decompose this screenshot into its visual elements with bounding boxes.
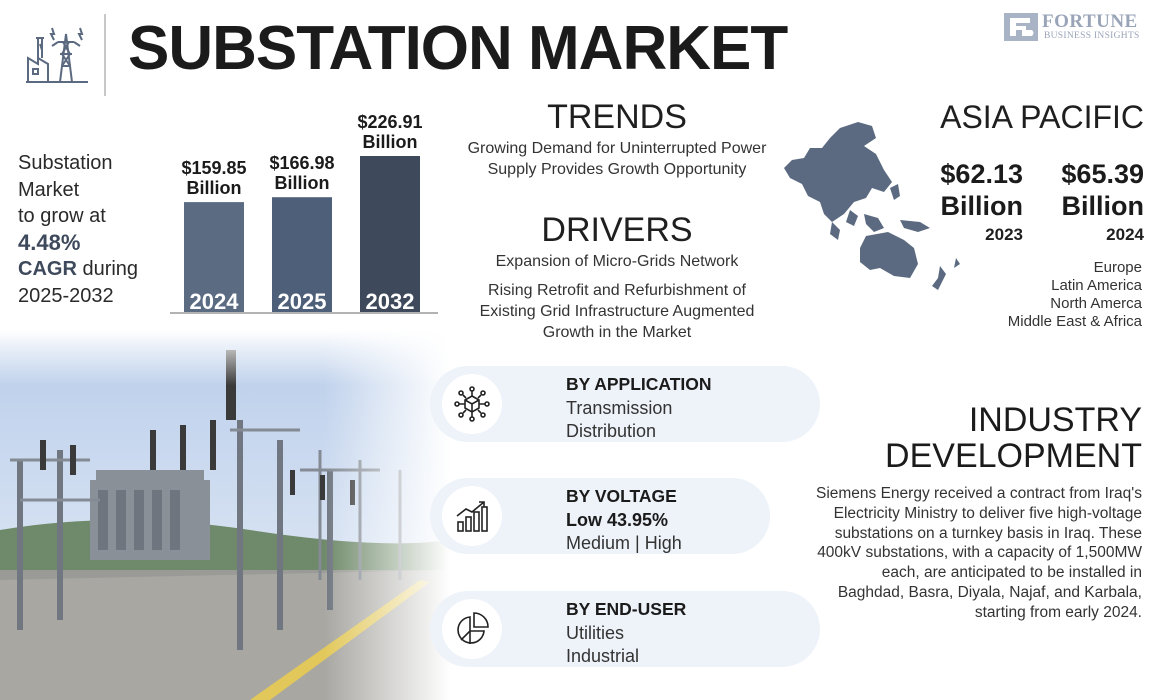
segment-item: Medium | High xyxy=(566,533,682,553)
growth-period: 2025-2032 xyxy=(18,284,114,307)
logo-brand: FORTUNE xyxy=(1042,11,1138,32)
bar-2025 xyxy=(272,197,332,312)
segment-application-card: BY APPLICATION Transmission Distribution xyxy=(430,366,820,442)
segment-title: BY VOLTAGE xyxy=(566,486,677,506)
stat-value: $62.13 xyxy=(940,159,1023,189)
driver-item: Expansion of Micro-Grids Network xyxy=(495,253,739,270)
market-size-bar-chart: 2024$159.85Billion2025$166.98Billion2032… xyxy=(170,112,438,314)
growth-line: to grow at xyxy=(18,205,106,227)
industry-title-line: INDUSTRY xyxy=(968,401,1142,439)
bar-category-label: 2032 xyxy=(366,289,415,314)
bar-category-label: 2025 xyxy=(278,289,327,314)
segment-item: Transmission xyxy=(566,398,673,418)
trends-text: Growing Demand for Uninterrupted Power S… xyxy=(467,140,767,178)
growth-during: during xyxy=(82,258,139,280)
segment-icon-circle xyxy=(442,374,502,434)
page-title: SUBSTATION MARKET xyxy=(128,14,788,83)
bar-value-label: $159.85 xyxy=(181,158,246,178)
bar-value-label: Billion xyxy=(187,178,242,198)
stat-value: $65.39 xyxy=(1061,159,1144,189)
industry-development-text: Siemens Energy received a contract from … xyxy=(815,485,1142,621)
header-divider xyxy=(104,14,106,96)
region-item: Middle East & Africa xyxy=(1007,313,1142,330)
driver-item: Rising Retrofit and Refurbishment of Exi… xyxy=(479,282,755,341)
growth-line: Substation xyxy=(18,152,113,174)
bar-value-label: Billion xyxy=(275,173,330,193)
segment-item: Distribution xyxy=(566,421,657,441)
industry-development-title: INDUSTRY DEVELOPMENT xyxy=(880,402,1142,474)
stat-unit: Billion xyxy=(940,191,1024,221)
bar-value-label: Billion xyxy=(363,132,418,152)
asia-pacific-2023-stat: $62.13 Billion 2023 xyxy=(925,158,1023,246)
bar-2032 xyxy=(360,156,420,312)
stat-year: 2023 xyxy=(985,225,1023,244)
cagr-rate: 4.48% xyxy=(18,229,81,255)
trends-title: TRENDS xyxy=(547,98,687,136)
segment-icon-circle xyxy=(442,486,502,546)
bar-value-label: $226.91 xyxy=(357,112,422,132)
segment-item: Low 43.95% xyxy=(566,510,669,530)
region-item: Europe xyxy=(1093,259,1142,276)
segment-item: Industrial xyxy=(566,646,640,666)
asia-pacific-map xyxy=(784,122,960,290)
asia-pacific-2024-stat: $65.39 Billion 2024 xyxy=(1040,158,1144,246)
other-regions-list: Europe Latin America North Amerca Middle… xyxy=(960,259,1142,331)
network-cube-icon xyxy=(454,386,490,422)
segment-voltage-card: BY VOLTAGE Low 43.95% Medium | High xyxy=(430,478,770,554)
stat-year: 2024 xyxy=(1106,225,1144,244)
logo-subtitle: BUSINESS INSIGHTS xyxy=(1044,31,1140,41)
drivers-title: DRIVERS xyxy=(541,211,693,249)
power-plant-icon xyxy=(24,24,90,84)
bar-2024 xyxy=(184,202,244,312)
growth-line: Market xyxy=(18,178,80,201)
region-title: ASIA PACIFIC xyxy=(940,99,1144,135)
segment-icon-circle xyxy=(442,599,502,659)
cagr-label: CAGR xyxy=(18,258,77,280)
bar-value-label: $166.98 xyxy=(269,153,334,173)
substation-photo xyxy=(0,330,450,700)
segment-title: BY APPLICATION xyxy=(566,374,712,394)
growth-bar-chart-icon xyxy=(456,501,488,532)
segment-title: BY END-USER xyxy=(566,599,687,619)
region-item: North Amerca xyxy=(1050,295,1142,312)
bar-category-label: 2024 xyxy=(190,289,240,314)
fortune-logo-icon xyxy=(1004,13,1038,41)
segment-item: Utilities xyxy=(566,623,625,643)
growth-summary: Substation Market to grow at 4.48% CAGR … xyxy=(18,150,168,309)
industry-title-line: DEVELOPMENT xyxy=(885,437,1142,475)
pie-chart-icon xyxy=(457,612,489,644)
fortune-logo[interactable]: FORTUNE BUSINESS INSIGHTS xyxy=(1004,11,1144,43)
region-item: Latin America xyxy=(1051,277,1142,294)
segment-end-user-card: BY END-USER Utilities Industrial xyxy=(430,591,820,667)
stat-unit: Billion xyxy=(1061,191,1145,221)
